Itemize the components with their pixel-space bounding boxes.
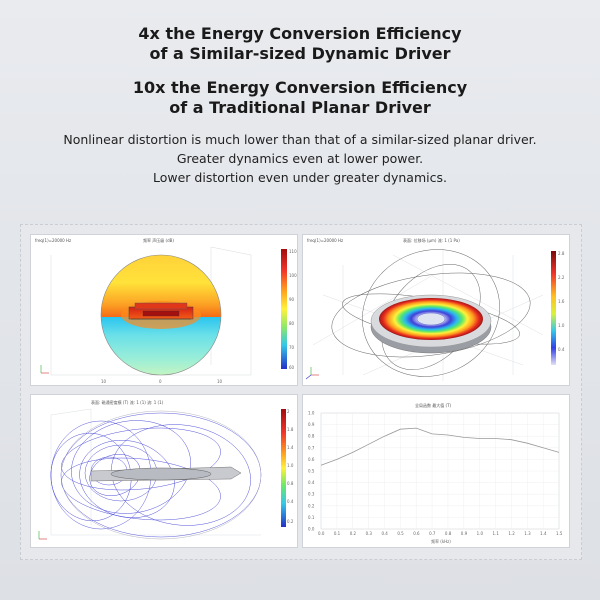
heatmap-figure: freq(1)=20000 Hz 频率 声压级 (dB) 110 100 90 … bbox=[35, 237, 297, 384]
colorbar bbox=[281, 409, 286, 527]
panel-title: 表面: 位移场 (μm) 流: 1 (1 Pa) bbox=[403, 237, 460, 243]
svg-text:70: 70 bbox=[289, 345, 295, 350]
x-tick-label: 0.4 bbox=[381, 531, 388, 536]
x-tick-label: 0.9 bbox=[461, 531, 468, 536]
panel-title: 表面: 磁通密度模 (T) 流: 1 (1) 流: 1 (1) bbox=[91, 399, 164, 405]
svg-text:90: 90 bbox=[289, 297, 295, 302]
y-tick-label: 0.7 bbox=[308, 445, 315, 450]
svg-text:0.4: 0.4 bbox=[558, 347, 565, 352]
panel-cross-section-heatmap: freq(1)=20000 Hz 频率 声压级 (dB) 110 100 90 … bbox=[30, 234, 298, 386]
x-tick-label: 0.1 bbox=[334, 531, 341, 536]
svg-text:1.0: 1.0 bbox=[558, 323, 565, 328]
x-tick-label: 0.0 bbox=[318, 531, 325, 536]
x-tick-label: 1.4 bbox=[540, 531, 547, 536]
svg-text:1.4: 1.4 bbox=[287, 445, 294, 450]
magnetic-field-figure: 表面: 磁通密度模 (T) 流: 1 (1) 流: 1 (1) 2 bbox=[38, 399, 294, 540]
svg-text:0.4: 0.4 bbox=[287, 499, 294, 504]
colorbar bbox=[281, 249, 287, 369]
description-line: Greater dynamics even at lower power. bbox=[176, 151, 424, 166]
svg-text:1.6: 1.6 bbox=[558, 299, 565, 304]
panel-title: 频率 声压级 (dB) bbox=[143, 237, 174, 243]
x-tick-label: 1.5 bbox=[556, 531, 563, 536]
x-tick-label: 0.3 bbox=[366, 531, 373, 536]
ring-field-figure: freq(1)=20000 Hz 表面: 位移场 (μm) 流: 1 (1 Pa… bbox=[305, 237, 565, 381]
panel-caption: freq(1)=20000 Hz bbox=[35, 238, 71, 243]
y-tick-label: 0.4 bbox=[308, 480, 315, 485]
svg-text:100: 100 bbox=[289, 273, 297, 278]
svg-text:1.0: 1.0 bbox=[287, 463, 294, 468]
headline-line: of a Similar-sized Dynamic Driver bbox=[149, 44, 451, 63]
y-tick-label: 0.8 bbox=[308, 434, 315, 439]
x-tick-label: 0.2 bbox=[350, 531, 357, 536]
y-tick-label: 0.5 bbox=[308, 469, 315, 474]
x-axis-label: 频率 (kHz) bbox=[431, 538, 451, 544]
y-tick-label: 0.9 bbox=[308, 422, 315, 427]
panel-efficiency-plot: 全局函数 最大值 (T) 0.0 0.1 0.2 0.3 0.4 0.5 0.6 0.7 0.8… bbox=[302, 394, 570, 548]
svg-text:0.2: 0.2 bbox=[287, 519, 294, 524]
svg-text:2.2: 2.2 bbox=[558, 275, 565, 280]
colorbar bbox=[551, 251, 556, 365]
y-tick-label: 0.6 bbox=[308, 457, 315, 462]
x-tick-label: 0.8 bbox=[445, 531, 452, 536]
svg-text:80: 80 bbox=[289, 321, 295, 326]
x-tick-label: 0.6 bbox=[413, 531, 420, 536]
svg-text:0.8: 0.8 bbox=[287, 481, 294, 486]
panel-caption: freq(1)=20000 Hz bbox=[307, 238, 343, 243]
panel-title: 全局函数 最大值 (T) bbox=[415, 402, 452, 408]
headline-line: 4x the Energy Conversion Efficiency bbox=[138, 24, 462, 43]
description-line: Lower distortion even under greater dyna… bbox=[153, 170, 447, 185]
panel-3d-ring-field: freq(1)=20000 Hz 表面: 位移场 (μm) 流: 1 (1 Pa… bbox=[302, 234, 570, 386]
svg-text:0: 0 bbox=[159, 379, 162, 384]
description-block: Nonlinear distortion is much lower than … bbox=[0, 130, 600, 187]
x-tick-label: 0.7 bbox=[429, 531, 436, 536]
svg-text:10: 10 bbox=[101, 379, 107, 384]
y-tick-label: 0.3 bbox=[308, 492, 315, 497]
svg-text:110: 110 bbox=[289, 249, 297, 254]
x-tick-label: 1.0 bbox=[477, 531, 484, 536]
svg-text:2: 2 bbox=[287, 409, 290, 414]
svg-text:2.8: 2.8 bbox=[558, 251, 565, 256]
headline-conversion-dynamic: 4x the Energy Conversion Efficiency of a… bbox=[0, 24, 600, 64]
y-tick-label: 1.0 bbox=[308, 411, 315, 416]
x-tick-label: 1.2 bbox=[508, 531, 515, 536]
headline-conversion-planar: 10x the Energy Conversion Efficiency of … bbox=[0, 78, 600, 118]
svg-text:60: 60 bbox=[289, 365, 295, 370]
x-tick-label: 1.3 bbox=[524, 531, 531, 536]
y-tick-label: 0.0 bbox=[308, 527, 315, 532]
series-line bbox=[320, 427, 560, 466]
efficiency-line-plot: 全局函数 最大值 (T) 0.0 0.1 0.2 0.3 0.4 0.5 0.6 0.7 0.8… bbox=[308, 402, 563, 544]
y-tick-label: 0.2 bbox=[308, 503, 315, 508]
x-tick-label: 0.5 bbox=[397, 531, 404, 536]
panel-3d-magnetic-field: 表面: 磁通密度模 (T) 流: 1 (1) 流: 1 (1) 2 bbox=[30, 394, 298, 548]
description-line: Nonlinear distortion is much lower than … bbox=[63, 132, 537, 147]
svg-text:1.8: 1.8 bbox=[287, 427, 294, 432]
x-tick-label: 1.1 bbox=[493, 531, 500, 536]
svg-text:10: 10 bbox=[217, 379, 223, 384]
y-tick-label: 0.1 bbox=[308, 515, 315, 520]
headline-line: 10x the Energy Conversion Efficiency bbox=[132, 78, 468, 97]
headline-line: of a Traditional Planar Driver bbox=[169, 98, 431, 117]
